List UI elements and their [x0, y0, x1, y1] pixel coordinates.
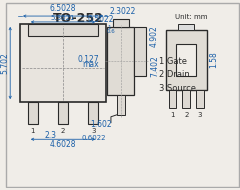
Bar	[20, 24, 106, 102]
Text: 1.602: 1.602	[90, 120, 112, 129]
Text: 0.6: 0.6	[107, 29, 116, 34]
Text: 1 Gate: 1 Gate	[159, 57, 187, 66]
Text: Unit: mm: Unit: mm	[175, 14, 207, 20]
Text: 0.5022: 0.5022	[88, 15, 114, 24]
Text: 1: 1	[30, 127, 35, 134]
Text: max: max	[83, 60, 99, 70]
Bar	[169, 90, 176, 108]
Text: 5.702: 5.702	[0, 52, 9, 74]
Text: 0.127: 0.127	[78, 55, 99, 64]
Text: 1: 1	[107, 25, 110, 30]
Text: 2: 2	[184, 112, 188, 118]
Text: 7.402: 7.402	[150, 55, 159, 77]
Text: 3: 3	[198, 112, 202, 118]
Text: 2: 2	[61, 127, 65, 134]
Text: 3 Source: 3 Source	[159, 84, 196, 93]
Text: 3: 3	[91, 127, 96, 134]
Text: 6.5028: 6.5028	[50, 4, 76, 13]
Bar	[28, 102, 38, 124]
Text: 2.3022: 2.3022	[109, 7, 136, 16]
Text: 1.58: 1.58	[210, 52, 219, 68]
Text: 4.6028: 4.6028	[50, 140, 76, 149]
Bar	[113, 19, 129, 27]
Bar	[88, 102, 98, 124]
Bar	[196, 90, 204, 108]
Text: 2 Drain: 2 Drain	[159, 70, 190, 79]
Text: 2.3: 2.3	[44, 131, 56, 140]
Bar	[58, 102, 68, 124]
Bar	[178, 24, 194, 30]
Bar	[117, 95, 125, 115]
Bar	[176, 44, 196, 76]
Bar	[134, 27, 146, 76]
Text: 0.6022: 0.6022	[81, 135, 106, 141]
Text: 4.902: 4.902	[150, 26, 159, 48]
Bar	[28, 24, 98, 36]
Text: 1: 1	[170, 112, 175, 118]
Text: TO-252: TO-252	[53, 12, 104, 25]
Bar	[166, 30, 207, 90]
Bar	[107, 27, 134, 95]
Bar	[182, 90, 190, 108]
Text: 5.3021: 5.3021	[51, 15, 75, 21]
